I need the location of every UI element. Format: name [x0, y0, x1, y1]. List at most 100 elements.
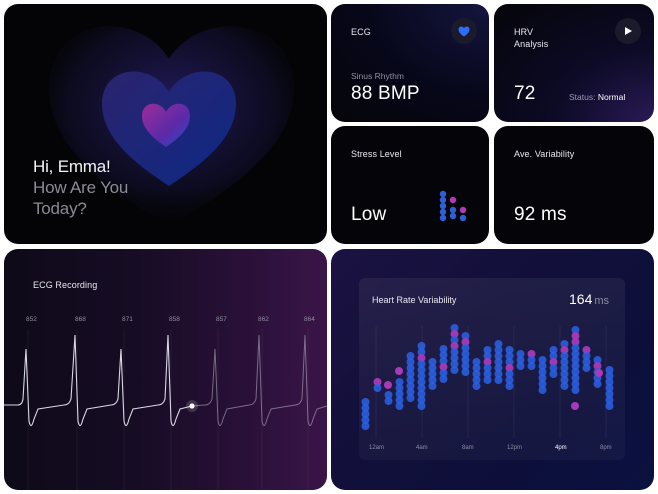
heart-button[interactable]: [451, 18, 477, 44]
chart-dot: [406, 358, 415, 366]
average-variability-card[interactable]: Ave. Variability 92 ms: [494, 126, 654, 244]
chart-dot: [494, 352, 503, 360]
hrv-analysis-card[interactable]: HRV Analysis 72 Status: Normal: [494, 4, 654, 122]
chart-dot: [582, 352, 591, 360]
chart-dot: [461, 362, 470, 370]
chart-dot: [560, 346, 569, 354]
chart-dot: [483, 376, 492, 384]
chart-dot: [560, 364, 569, 372]
chart-dot: [417, 366, 426, 374]
chart-dot: [406, 364, 415, 372]
chart-dot: [417, 360, 426, 368]
chart-dot: [461, 356, 470, 364]
x-axis-label-highlighted: 4pm: [555, 445, 567, 451]
chart-dot: [505, 382, 514, 390]
hrv-chart-panel: Heart Rate Variability 164 ms 12am 4am 8a…: [359, 278, 625, 460]
chart-dot: [450, 360, 459, 368]
chart-dot: [428, 358, 437, 366]
chart-dot: [450, 324, 459, 332]
chart-dot: [395, 390, 404, 398]
chart-dot: [450, 330, 459, 338]
chart-dot: [505, 358, 514, 366]
chart-dot: [505, 364, 514, 372]
ecg-card[interactable]: ECG Sinus Rhythm 88 BMP: [331, 4, 489, 122]
chart-dot: [417, 378, 426, 386]
chart-dot: [549, 346, 558, 354]
chart-dot: [395, 384, 404, 392]
ecg-value-label: 871: [122, 316, 133, 323]
hrv-chart-title: Heart Rate Variability: [372, 295, 457, 305]
chart-dot: [593, 356, 602, 364]
x-axis-label: 4am: [416, 445, 428, 451]
chart-dot: [439, 363, 448, 371]
ecg-bpm-value: 88 BMP: [351, 83, 420, 104]
chart-dot: [439, 375, 448, 383]
x-axis-label: 8pm: [600, 445, 612, 451]
chart-dot: [461, 344, 470, 352]
chart-dot: [516, 362, 525, 370]
chart-dot: [538, 386, 547, 394]
hrv-status-value: Normal: [597, 92, 626, 102]
chart-dot: [406, 376, 415, 384]
chart-dot: [494, 340, 503, 348]
chart-dot: [417, 390, 426, 398]
chart-dot: [461, 350, 470, 358]
chart-dot: [571, 386, 580, 394]
chart-dot: [494, 370, 503, 378]
play-icon: [624, 27, 632, 35]
heart-icon: [458, 26, 470, 36]
chart-dot: [494, 358, 503, 366]
chart-dot: [450, 366, 459, 374]
ecg-value-label: 858: [169, 316, 180, 323]
chart-dot: [417, 396, 426, 404]
play-button[interactable]: [615, 18, 641, 44]
chart-dot: [417, 354, 426, 362]
chart-dot: [373, 378, 382, 386]
variability-value: 92 ms: [514, 204, 567, 225]
chart-dot: [472, 382, 481, 390]
chart-dot: [571, 332, 580, 340]
hrv-chart-number: 164: [569, 291, 593, 307]
hrv-title-line-2: Analysis: [514, 39, 549, 49]
chart-dot: [461, 368, 470, 376]
chart-dot: [549, 352, 558, 360]
chart-dot: [571, 338, 580, 346]
chart-dot: [571, 350, 580, 358]
chart-dot: [361, 410, 370, 418]
chart-dot: [560, 370, 569, 378]
chart-dot: [505, 352, 514, 360]
chart-dot: [538, 374, 547, 382]
x-axis-label: 8am: [462, 445, 474, 451]
ecg-recording-card[interactable]: ECG Recording 852 868 871 858 857 862 86…: [4, 249, 327, 490]
chart-dot: [373, 384, 382, 392]
chart-dot: [417, 372, 426, 380]
stress-level-card[interactable]: Stress Level Low: [331, 126, 489, 244]
ecg-value-label: 864: [304, 316, 315, 323]
heart-glow-graphic: [49, 26, 294, 227]
hrv-chart-unit: ms: [594, 295, 610, 307]
chart-dot: [472, 364, 481, 372]
chart-dot: [406, 388, 415, 396]
chart-dot: [483, 370, 492, 378]
chart-dot: [395, 402, 404, 410]
chart-dot: [417, 348, 426, 356]
chart-dot: [361, 416, 370, 424]
chart-dot: [549, 370, 558, 378]
x-axis-label: 12pm: [507, 445, 523, 451]
chart-dot: [571, 362, 580, 370]
chart-dot: [417, 384, 426, 392]
stress-mini-chart: [439, 190, 467, 222]
chart-dot: [527, 350, 536, 358]
chart-dot: [450, 354, 459, 362]
chart-dot: [472, 376, 481, 384]
chart-dot-outlier: [571, 402, 579, 410]
chart-dot: [605, 396, 614, 404]
hrv-chart-card[interactable]: Heart Rate Variability 164 ms 12am 4am 8a…: [331, 249, 654, 490]
ecg-recording-title: ECG Recording: [33, 280, 98, 290]
chart-dot: [560, 358, 569, 366]
chart-dot: [516, 356, 525, 364]
chart-dot-outlier: [395, 367, 403, 375]
chart-dot: [472, 370, 481, 378]
chart-dot: [571, 356, 580, 364]
ecg-value-label: 868: [75, 316, 86, 323]
